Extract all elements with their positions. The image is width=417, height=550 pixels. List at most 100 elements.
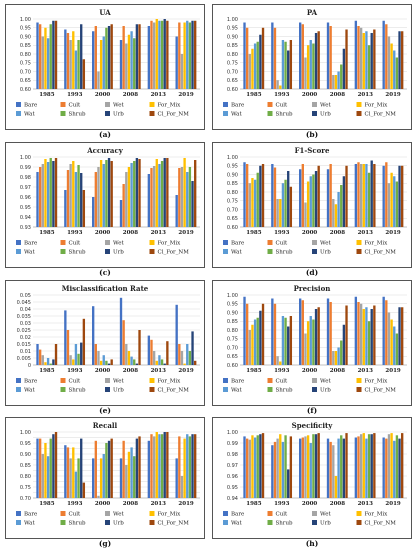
- y-tick-label: 1.00: [20, 17, 31, 23]
- bar: [370, 309, 373, 365]
- x-tick-label: 2000: [95, 501, 110, 507]
- bar: [122, 320, 125, 365]
- bar: [365, 31, 368, 89]
- bar: [289, 40, 293, 89]
- x-tick-label: 1985: [246, 501, 261, 507]
- legend-label: Cl_For_NM: [158, 250, 190, 256]
- legend-swatch: [60, 387, 66, 392]
- x-tick-label: 2013: [358, 368, 373, 374]
- legend-label: Cult: [276, 103, 289, 109]
- legend-swatch: [149, 249, 155, 254]
- legend-label: Cult: [69, 512, 82, 518]
- y-tick-label: 0.65: [20, 78, 31, 84]
- bar: [102, 454, 105, 498]
- legend-swatch: [60, 102, 66, 107]
- chart-panel-ua: UA 0.60 0.65 0.70 0.75 0.80 0.85 0.90 0.95 1.00 19…: [5, 4, 205, 130]
- bar: [367, 434, 371, 498]
- bar: [99, 160, 103, 227]
- chart-panel-pa: PA 0.60 0.65 0.70 0.75 0.80 0.85 0.90 0.95 1.00 19…: [212, 4, 412, 130]
- bar: [317, 433, 320, 498]
- bar: [77, 458, 80, 498]
- legend-swatch: [267, 240, 273, 245]
- bar: [188, 22, 192, 89]
- y-tick-label: 0.95: [227, 302, 238, 308]
- bar: [390, 43, 393, 89]
- bar: [354, 20, 358, 89]
- bar: [66, 170, 70, 227]
- chart-title: UA: [99, 8, 111, 17]
- bar: [64, 310, 67, 365]
- bar: [125, 43, 128, 89]
- bar: [94, 172, 97, 227]
- bar: [41, 36, 44, 89]
- bar: [357, 162, 360, 227]
- legend-swatch: [16, 102, 21, 107]
- bar: [276, 80, 279, 89]
- bar: [49, 438, 52, 498]
- bar: [395, 57, 399, 89]
- bar: [354, 437, 358, 498]
- bar: [309, 316, 312, 365]
- legend-label: Bare: [24, 241, 37, 247]
- bar: [354, 296, 358, 365]
- legend-swatch: [356, 102, 362, 107]
- bar: [245, 164, 249, 227]
- legend-swatch: [16, 387, 21, 392]
- bar: [382, 296, 385, 365]
- legend-label: Bare: [231, 103, 244, 109]
- bar: [36, 438, 39, 498]
- x-tick-label: 1985: [39, 501, 54, 507]
- y-tick-label: 0.95: [20, 205, 31, 211]
- bar: [119, 200, 123, 227]
- bar: [326, 22, 330, 89]
- legend-swatch: [105, 511, 110, 516]
- bar: [49, 363, 52, 365]
- bar: [387, 434, 391, 498]
- legend-swatch: [312, 102, 317, 107]
- chart-title: Recall: [93, 421, 118, 430]
- legend-swatch: [60, 111, 66, 116]
- chart-title: Accuracy: [86, 146, 124, 155]
- y-tick-label: 0.65: [227, 78, 238, 84]
- bar: [135, 24, 139, 89]
- bar: [256, 317, 259, 365]
- y-tick-label: 0.85: [20, 43, 31, 49]
- x-tick-label: 1993: [67, 501, 82, 507]
- bar: [64, 29, 67, 89]
- bar: [82, 318, 86, 365]
- legend-label: Cl_For_NM: [365, 521, 397, 527]
- bar: [332, 445, 335, 498]
- legend-label: For_Mix: [365, 512, 389, 518]
- y-tick-label: 0.60: [20, 87, 31, 93]
- bar: [150, 20, 153, 89]
- bar: [119, 40, 123, 89]
- bar: [38, 167, 42, 227]
- x-tick-label: 2013: [151, 92, 166, 98]
- bar: [334, 476, 338, 498]
- bar: [362, 433, 365, 498]
- bar: [271, 22, 274, 89]
- bar: [373, 164, 376, 227]
- bar: [243, 22, 246, 89]
- bar: [44, 27, 47, 89]
- bar: [147, 440, 151, 498]
- bar: [166, 341, 169, 365]
- legend-swatch: [267, 387, 273, 392]
- bar: [163, 158, 166, 227]
- y-tick-label: 0.75: [20, 485, 31, 491]
- legend-label: Cl_For_NM: [158, 388, 190, 394]
- legend-swatch: [312, 240, 317, 245]
- legend-swatch: [105, 111, 110, 116]
- bar: [253, 43, 257, 89]
- legend-label: Wat: [231, 250, 242, 256]
- legend-label: Shrub: [69, 521, 86, 527]
- legend-label: For_Mix: [365, 103, 389, 109]
- bar: [365, 307, 368, 365]
- bar: [122, 184, 125, 227]
- bar: [306, 45, 310, 89]
- x-tick-label: 2000: [95, 368, 110, 374]
- bar: [178, 344, 181, 365]
- bar: [245, 27, 249, 89]
- y-tick-label: 0.75: [227, 61, 238, 67]
- bar: [390, 319, 393, 365]
